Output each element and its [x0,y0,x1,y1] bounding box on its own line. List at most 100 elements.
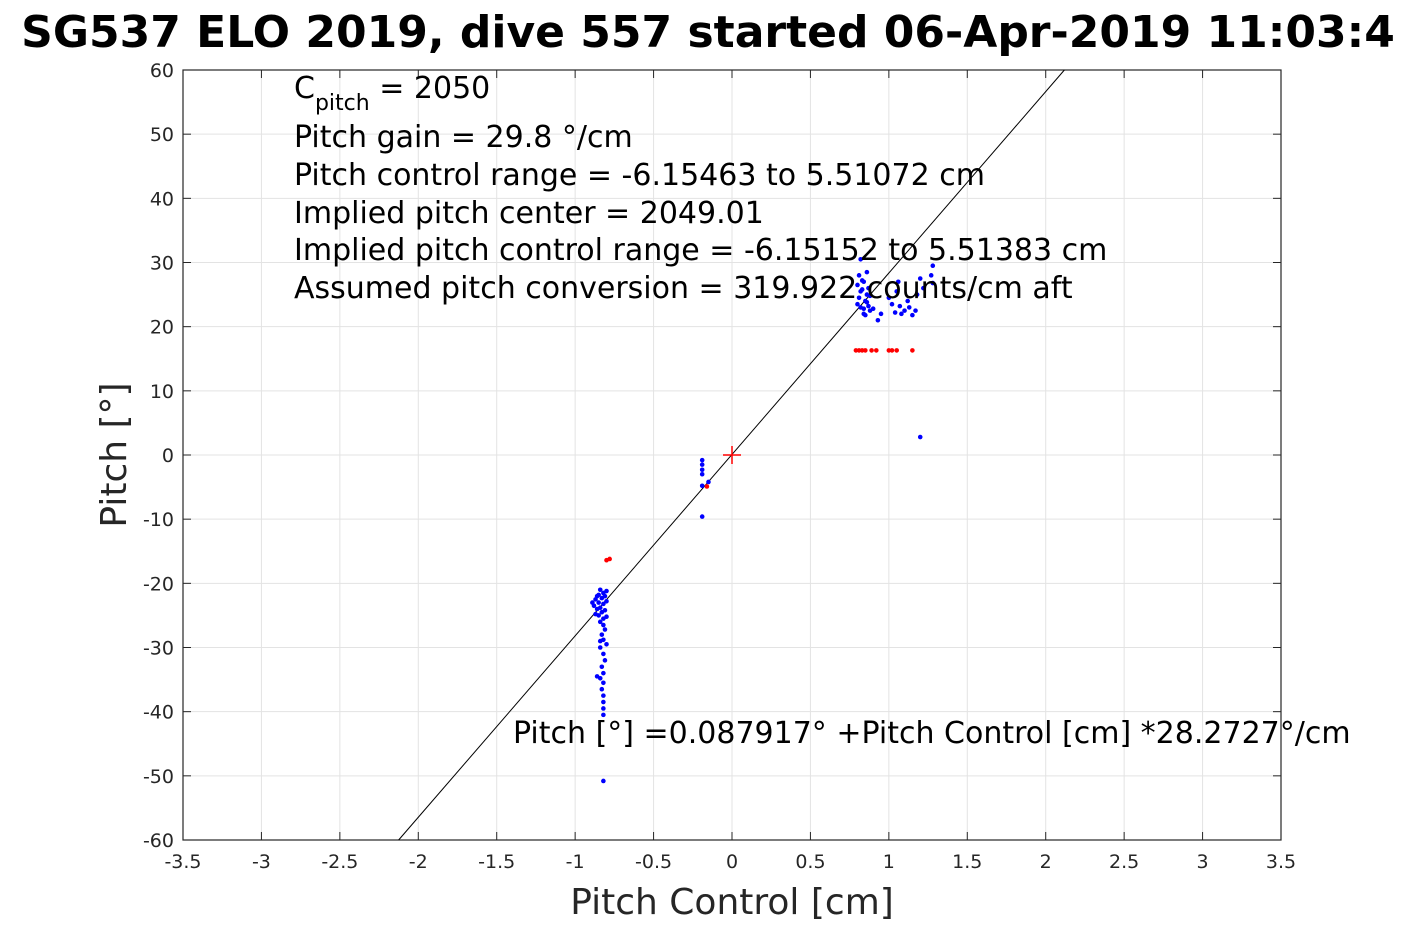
red-data-point [910,348,915,353]
blue-data-point [858,256,863,262]
blue-data-point [864,299,870,305]
blue-data-point [594,674,600,679]
red-data-point [874,348,879,353]
blue-data-point [856,295,862,301]
blue-data-point [856,273,862,278]
blue-data-point [601,693,606,698]
blue-data-point [870,306,876,312]
blue-data-point [602,593,608,599]
blue-data-point [596,592,601,598]
blue-data-point [905,298,910,304]
x-tick-label: -2.5 [321,851,358,873]
blue-data-point [602,627,608,632]
blue-data-point [917,434,923,440]
blue-data-point [601,680,606,686]
blue-data-point [894,289,899,294]
pitch-gain-annotation: Pitch gain = 29.8 °/cm [294,120,633,155]
c-pitch-value: = 2050 [370,71,491,106]
red-data-point [863,348,868,353]
blue-data-point [599,632,605,637]
x-tick-label: -1.5 [478,851,515,873]
x-tick-label: 2.5 [1109,851,1139,873]
y-axis-label: Pitch [°] [94,382,135,527]
blue-data-point [863,312,868,318]
blue-data-point [601,778,606,784]
blue-data-point [895,279,901,285]
blue-data-point [921,285,926,291]
y-tick-label: -20 [143,573,174,595]
blue-data-point [902,308,907,313]
blue-data-point [867,293,873,299]
blue-data-point [913,308,918,313]
blue-data-point [928,273,934,278]
blue-data-point [858,305,863,310]
c-pitch-symbol: C [294,71,315,106]
red-data-point [889,348,895,353]
blue-data-point [593,597,598,602]
y-tick-label: 50 [150,124,174,146]
implied-center-annotation: Implied pitch center = 2049.01 [294,196,764,231]
y-tick-label: -40 [143,702,174,724]
blue-data-point [699,467,705,473]
y-tick-label: 10 [150,381,174,403]
y-tick-label: -10 [143,509,174,531]
blue-data-point [699,457,705,463]
y-tick-label: 40 [150,188,174,210]
blue-data-point [866,303,871,309]
y-tick-label: 30 [150,253,174,275]
blue-data-point [604,599,609,604]
blue-data-point [601,712,606,718]
blue-data-point [602,658,608,663]
blue-data-point [590,600,595,605]
blue-data-point [604,614,609,619]
x-tick-label: 3 [1197,851,1209,873]
x-tick-label: 3.5 [1266,851,1296,873]
blue-data-point [596,600,601,605]
blue-data-point [604,641,609,647]
blue-data-point [597,619,603,625]
blue-data-point [599,609,605,615]
blue-data-point [930,263,936,269]
blue-data-point [597,645,603,650]
blue-data-point [597,587,603,593]
red-data-point [704,484,710,489]
x-tick-label: 0 [726,851,738,873]
blue-data-point [601,651,606,657]
blue-data-point [601,601,606,607]
x-tick-label: -1 [566,851,585,873]
blue-data-point [597,605,603,611]
y-tick-label: -50 [143,766,174,788]
blue-data-point [706,479,711,485]
x-tick-label: -3 [252,851,271,873]
annotation-block: Cpitch = 2050 Pitch gain = 29.8 °/cm Pit… [294,71,1107,306]
blue-data-point [914,292,920,297]
blue-data-point [599,686,605,692]
blue-data-point [875,317,881,323]
blue-data-point [917,276,923,281]
blue-data-point [699,514,705,519]
blue-data-point [855,301,860,307]
blue-data-point [699,462,705,467]
blue-data-point [906,305,912,310]
blue-data-point [897,303,903,309]
control-range-annotation: Pitch control range = -6.15463 to 5.5107… [294,158,985,193]
blue-data-point [601,670,606,676]
blue-data-point [892,310,898,315]
blue-data-point [601,706,606,711]
blue-data-point [930,280,936,286]
c-pitch-annotation: Cpitch = 2050 [294,71,490,116]
blue-data-point [599,664,605,670]
x-tick-label: 1 [883,851,895,873]
blue-data-point [864,269,870,275]
blue-data-point [861,279,867,285]
data-points-layer [590,256,936,784]
y-tick-label: 0 [162,445,174,467]
center-marker-layer [723,446,741,464]
blue-data-point [699,483,705,489]
blue-data-point [601,622,606,628]
grid-lines [182,69,1282,841]
blue-data-point [910,312,915,318]
blue-data-point [899,311,904,317]
x-tick-label: -2 [409,851,428,873]
conversion-annotation: Assumed pitch conversion = 319.922 count… [294,271,1073,306]
